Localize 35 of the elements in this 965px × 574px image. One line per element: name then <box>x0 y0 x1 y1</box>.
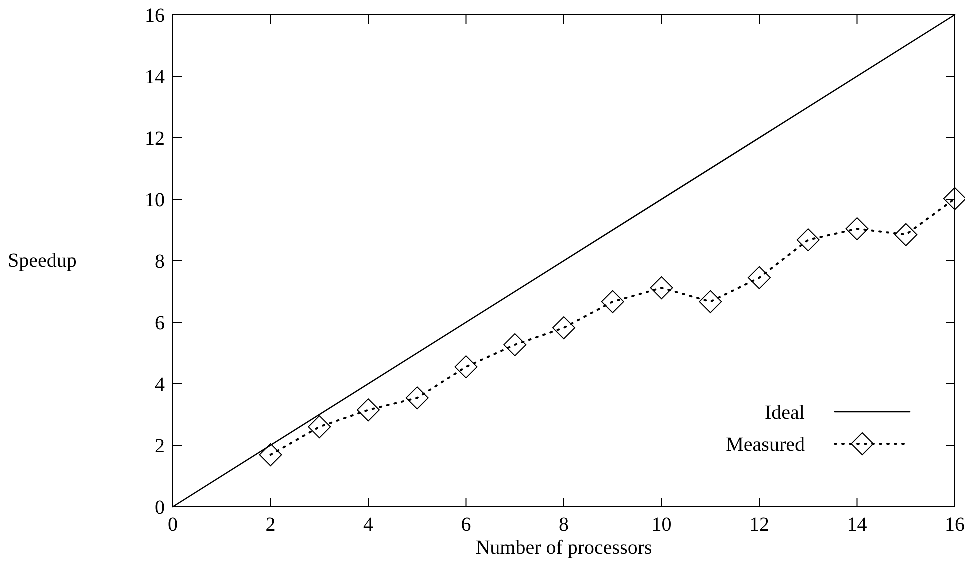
point <box>552 316 576 340</box>
x-tick-label: 14 <box>847 514 868 536</box>
y-tick-label: 4 <box>155 374 165 396</box>
y-tick-label: 0 <box>155 497 165 519</box>
legend-label: Measured <box>726 434 805 456</box>
point <box>846 218 869 241</box>
y-tick-label: 2 <box>155 436 165 458</box>
point <box>796 228 820 252</box>
y-tick-label: 8 <box>155 251 165 273</box>
point <box>504 333 527 356</box>
point <box>308 416 332 439</box>
point <box>601 290 624 314</box>
point <box>357 398 380 422</box>
x-tick-label: 6 <box>461 514 472 536</box>
x-tick-label: 4 <box>364 514 374 536</box>
y-tick-label: 6 <box>155 312 165 334</box>
y-tick-label: 12 <box>145 128 165 150</box>
point <box>748 266 771 290</box>
point <box>650 276 674 300</box>
legend-label: Ideal <box>765 402 806 424</box>
point <box>454 356 478 379</box>
point <box>259 444 282 467</box>
point <box>699 290 722 314</box>
x-tick-label: 2 <box>266 514 276 536</box>
point <box>406 386 429 410</box>
x-tick-label: 10 <box>652 514 672 536</box>
y-tick-label: 14 <box>145 66 165 88</box>
y-axis-title: Speedup <box>8 250 77 272</box>
y-tick-label: 16 <box>145 5 165 27</box>
x-tick-label: 16 <box>945 514 965 536</box>
x-tick-label: 12 <box>750 514 770 536</box>
y-tick-label: 10 <box>145 190 165 212</box>
x-axis-title: Number of processors <box>476 537 653 559</box>
x-tick-label: 8 <box>559 514 569 536</box>
point <box>894 223 918 246</box>
